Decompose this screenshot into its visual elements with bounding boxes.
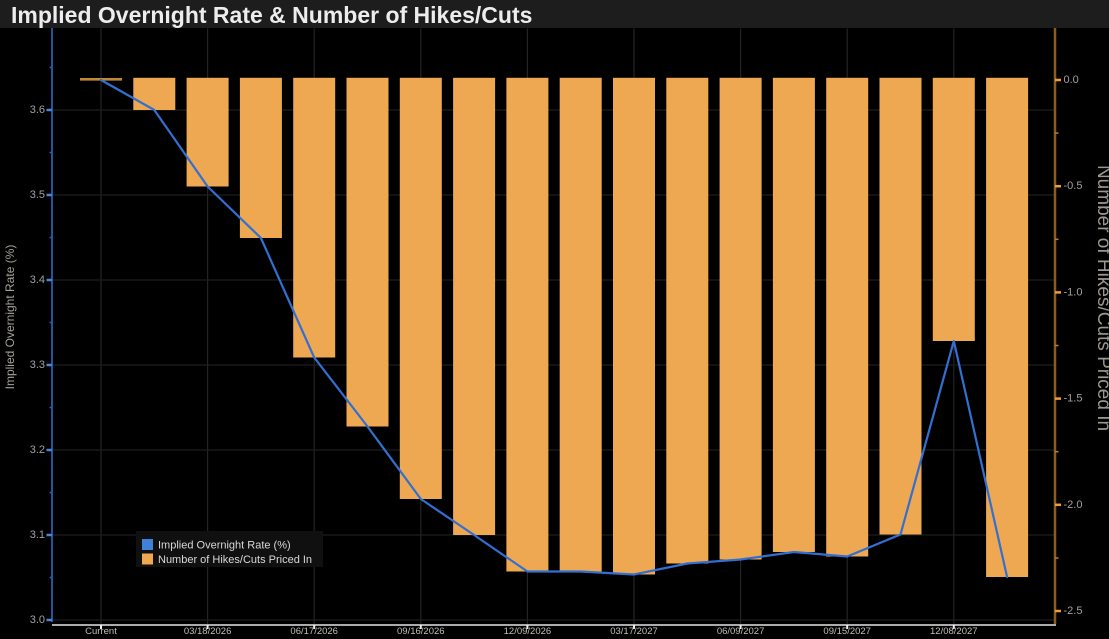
svg-text:3.6: 3.6 bbox=[30, 104, 45, 116]
svg-text:3.0: 3.0 bbox=[30, 614, 45, 626]
svg-text:09/15/2027: 09/15/2027 bbox=[823, 626, 871, 637]
svg-text:12/09/2026: 12/09/2026 bbox=[504, 626, 552, 637]
svg-text:3.3: 3.3 bbox=[30, 359, 45, 371]
svg-text:-0.5: -0.5 bbox=[1064, 180, 1083, 192]
svg-text:3.5: 3.5 bbox=[30, 189, 45, 201]
svg-text:12/08/2027: 12/08/2027 bbox=[930, 626, 978, 637]
svg-text:09/16/2026: 09/16/2026 bbox=[397, 626, 445, 637]
svg-text:Number of Hikes/Cuts Priced In: Number of Hikes/Cuts Priced In bbox=[158, 554, 312, 566]
svg-text:06/17/2026: 06/17/2026 bbox=[290, 626, 338, 637]
svg-text:Number of Hikes/Cuts Priced In: Number of Hikes/Cuts Priced In bbox=[1093, 165, 1109, 431]
svg-text:03/18/2026: 03/18/2026 bbox=[184, 626, 232, 637]
svg-text:Implied Overnight Rate (%): Implied Overnight Rate (%) bbox=[3, 245, 17, 390]
svg-text:3.1: 3.1 bbox=[30, 529, 45, 541]
svg-text:-1.5: -1.5 bbox=[1064, 393, 1083, 405]
svg-text:Implied Overnight Rate (%): Implied Overnight Rate (%) bbox=[158, 540, 291, 552]
svg-text:-1.0: -1.0 bbox=[1064, 286, 1083, 298]
svg-text:03/17/2027: 03/17/2027 bbox=[610, 626, 658, 637]
svg-text:0.0: 0.0 bbox=[1064, 74, 1079, 86]
svg-text:-2.5: -2.5 bbox=[1064, 605, 1083, 617]
svg-text:Current: Current bbox=[85, 626, 117, 637]
svg-text:3.4: 3.4 bbox=[30, 274, 45, 286]
svg-text:-2.0: -2.0 bbox=[1064, 499, 1083, 511]
svg-text:3.2: 3.2 bbox=[30, 444, 45, 456]
svg-text:06/09/2027: 06/09/2027 bbox=[717, 626, 765, 637]
